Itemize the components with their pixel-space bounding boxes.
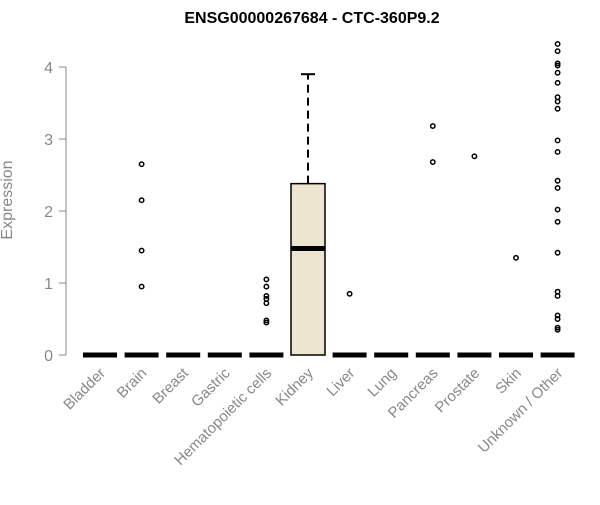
outlier-point [263, 295, 270, 302]
box-group [499, 254, 533, 358]
outlier-point [513, 254, 519, 261]
outlier-point [429, 123, 436, 129]
outlier-point [554, 185, 561, 191]
y-tick-label: 0 [44, 348, 53, 365]
outlier-point [554, 41, 561, 47]
box-group [457, 153, 492, 358]
box-group [249, 276, 284, 358]
outlier-point [554, 48, 561, 55]
y-tick-label: 4 [44, 60, 53, 77]
box-body [290, 182, 326, 356]
outlier-point [429, 159, 436, 165]
outlier-point [554, 79, 561, 86]
outlier-point [471, 153, 478, 160]
chart-title: ENSG00000267684 - CTC-360P9.2 [184, 10, 439, 27]
outlier-point [554, 60, 561, 67]
outlier-point [554, 249, 561, 256]
boxes [83, 41, 575, 358]
outlier-point [138, 197, 145, 204]
outlier-point [554, 94, 561, 101]
outlier-point [554, 218, 561, 225]
outlier-point [554, 69, 561, 76]
outlier-point [263, 293, 270, 299]
x-tick-label: Bladder [60, 365, 109, 414]
outlier-point [263, 319, 270, 326]
outlier-point [263, 276, 270, 283]
y-tick-label: 2 [44, 204, 53, 221]
outlier-point [554, 105, 561, 112]
box-group [540, 41, 575, 358]
outlier-point [554, 326, 561, 333]
y-axis-label: Expression [0, 160, 16, 239]
outlier-point [554, 206, 561, 213]
y-tick-label: 1 [44, 276, 53, 293]
outlier-point [263, 317, 270, 324]
outlier-point [554, 137, 561, 144]
box-group [290, 73, 326, 356]
outlier-point [554, 177, 561, 184]
x-tick-label: Liver [323, 365, 358, 400]
outlier-point [554, 62, 561, 69]
outlier-point [554, 324, 561, 331]
y-tick-label: 3 [44, 132, 53, 149]
outlier-point [138, 161, 145, 168]
outlier-point [554, 288, 561, 295]
box-group [332, 290, 367, 358]
outlier-point [554, 316, 561, 322]
box-group [415, 123, 450, 358]
outlier-point [138, 283, 145, 290]
x-tick-label: Breast [149, 364, 192, 407]
outlier-point [346, 290, 353, 297]
axes: 0 1 2 3 4 [44, 60, 67, 365]
box-group [124, 161, 159, 358]
outlier-point [138, 247, 145, 254]
outlier-point [554, 312, 561, 319]
x-tick-label: Skin [492, 365, 525, 398]
x-tick-label: Kidney [272, 364, 317, 409]
outlier-point [554, 149, 561, 155]
x-tick-label: Lung [364, 365, 400, 401]
x-tick-label: Brain [114, 365, 151, 402]
x-tick-label: Prostate [432, 365, 484, 417]
outlier-point [263, 283, 270, 290]
